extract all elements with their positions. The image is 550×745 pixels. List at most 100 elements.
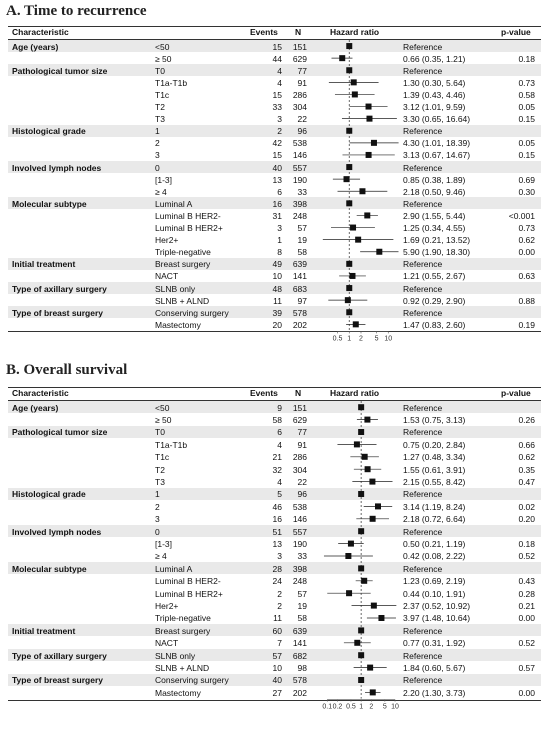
row-n: 557: [292, 162, 307, 173]
table-row: SLNB + ALND 11 97 0.92 (0.29, 2.90) 0.88: [8, 294, 541, 306]
row-hazard-ratio-text: 0.92 (0.29, 2.90): [403, 295, 466, 306]
row-events: 4: [277, 77, 282, 88]
row-characteristic: Type of breast surgery: [12, 307, 104, 318]
row-hazard-ratio-text: 1.27 (0.48, 3.34): [403, 452, 466, 463]
row-hazard-ratio-text: 1.23 (0.69, 2.19): [403, 576, 466, 587]
row-n: 22: [297, 114, 307, 125]
table-row: Triple-negative 8 58 5.90 (1.90, 18.30) 0.00: [8, 246, 541, 258]
row-level: T2: [155, 464, 165, 475]
row-events: 6: [277, 427, 282, 438]
hazard-point: [352, 321, 359, 328]
hazard-point: [364, 416, 371, 423]
row-events: 21: [272, 452, 282, 463]
row-hazard-ratio-text: 3.30 (0.65, 16.64): [403, 114, 471, 125]
x-tick-label: 0.1: [322, 704, 332, 711]
row-n: 146: [292, 514, 307, 525]
row-n: 286: [292, 452, 307, 463]
table-row: NACT 7 141 0.77 (0.31, 1.92) 0.52: [8, 637, 541, 649]
row-hazard-ratio-text: 0.77 (0.31, 1.92): [403, 638, 466, 649]
table-row: Pathological tumor size T0 6 77 Reference: [8, 425, 541, 438]
row-events: 58: [272, 414, 282, 425]
row-hazard-ratio-text: 1.21 (0.55, 2.67): [403, 271, 466, 282]
row-n: 398: [292, 563, 307, 574]
hazard-point: [344, 297, 351, 304]
row-p-value: 0.19: [518, 319, 535, 330]
row-n: 304: [292, 102, 307, 112]
row-p-value: 0.35: [518, 464, 535, 475]
x-tick-label: 0.5: [333, 335, 343, 342]
hazard-point: [370, 602, 377, 609]
row-events: 48: [272, 283, 282, 294]
row-level: T1c: [155, 452, 170, 463]
row-events: 49: [272, 259, 282, 270]
row-p-value: 0.26: [518, 414, 535, 425]
table-row: T1c 15 286 1.39 (0.43, 4.46) 0.58: [8, 88, 541, 100]
row-events: 44: [272, 53, 282, 64]
row-hazard-ratio-text: 0.75 (0.20, 2.84): [403, 439, 466, 450]
row-events: 10: [272, 662, 282, 673]
row-events: 32: [272, 464, 282, 475]
table-row: Type of breast surgery Conserving surgery…: [8, 673, 541, 686]
row-events: 3: [277, 223, 282, 233]
row-level: SLNB + ALND: [155, 662, 210, 673]
row-p-value: 0.05: [518, 138, 535, 149]
row-events: 16: [272, 198, 282, 209]
row-hazard-ratio-text: 2.18 (0.72, 6.64): [403, 514, 466, 525]
hazard-point: [361, 577, 368, 584]
table-row: T3 3 22 3.30 (0.65, 16.64) 0.15: [8, 113, 541, 125]
row-hazard-ratio-text: 1.84 (0.60, 5.67): [403, 662, 466, 673]
row-level: 2: [155, 138, 160, 149]
table-row: T1a-T1b 4 91 1.30 (0.30, 5.64) 0.73: [8, 76, 541, 88]
hazard-point: [355, 236, 362, 243]
row-n: 538: [292, 501, 307, 512]
table-row: Type of axillary surgery SLNB only 57 682 Re…: [8, 649, 541, 661]
row-n: 33: [297, 186, 307, 197]
row-hazard-ratio-text: 4.30 (1.01, 18.39): [403, 138, 471, 149]
header-n: N: [295, 27, 302, 37]
table-row: [1-3] 13 190 0.50 (0.21, 1.19) 0.18: [8, 537, 541, 549]
row-hazard-ratio-text: 3.12 (1.01, 9.59): [403, 102, 466, 112]
row-n: 304: [292, 464, 307, 475]
header-events: Events: [250, 27, 278, 37]
reference-point: [346, 127, 353, 134]
row-hazard-ratio-text: Reference: [403, 675, 443, 686]
row-n: 77: [297, 427, 307, 438]
row-p-value: 0.21: [518, 600, 535, 611]
row-characteristic: Initial treatment: [12, 259, 76, 270]
row-p-value: <0.001: [508, 210, 535, 221]
hazard-point: [351, 91, 358, 98]
row-characteristic: Involved lymph nodes: [12, 162, 102, 173]
table-row: SLNB + ALND 10 98 1.84 (0.60, 5.67) 0.57: [8, 661, 541, 673]
hazard-point: [354, 639, 361, 646]
row-p-value: 0.02: [518, 501, 535, 512]
row-characteristic: Initial treatment: [12, 625, 76, 636]
row-level: ≥ 50: [155, 53, 172, 64]
row-n: 58: [297, 613, 307, 624]
row-p-value: 0.28: [518, 588, 535, 599]
row-level: SLNB only: [155, 283, 196, 294]
row-n: 682: [292, 650, 307, 661]
table-row: Initial treatment Breast surgery 60 639 Refe…: [8, 624, 541, 637]
table-row: Luminal B HER2- 31 248 2.90 (1.55, 5.44) <0.…: [8, 209, 541, 221]
row-level: Conserving surgery: [155, 675, 229, 686]
reference-point: [346, 164, 353, 171]
row-level: ≥ 4: [155, 186, 167, 197]
row-level: Luminal B HER2-: [155, 210, 221, 221]
row-characteristic: Molecular subtype: [12, 198, 87, 209]
row-n: 286: [292, 89, 307, 100]
row-p-value: 0.05: [518, 102, 535, 112]
row-n: 190: [292, 538, 307, 549]
row-characteristic: Involved lymph nodes: [12, 526, 102, 537]
row-level: Luminal A: [155, 198, 193, 209]
row-hazard-ratio-text: Reference: [403, 526, 443, 537]
row-level: ≥ 4: [155, 551, 167, 562]
table-frame: [8, 387, 541, 701]
row-hazard-ratio-text: Reference: [403, 162, 443, 173]
row-n: 91: [297, 439, 307, 450]
table-row: Molecular subtype Luminal A 28 398 Reference: [8, 562, 541, 575]
header-divider: [8, 400, 541, 401]
reference-point: [358, 565, 365, 572]
row-hazard-ratio-text: Reference: [403, 259, 443, 270]
hazard-point: [361, 453, 368, 460]
table-row: Initial treatment Breast surgery 49 639 Refe…: [8, 257, 541, 270]
